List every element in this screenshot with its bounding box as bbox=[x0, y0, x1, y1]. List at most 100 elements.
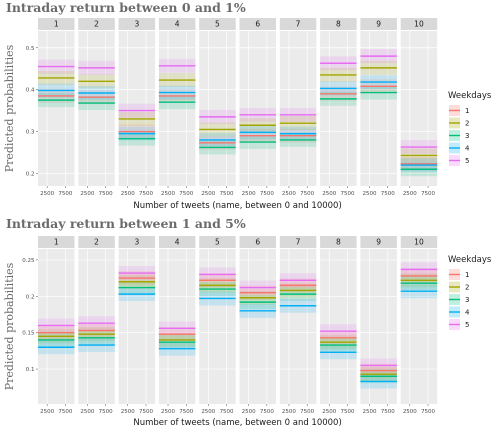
x-tick-label: 7500 bbox=[381, 191, 395, 197]
facet-panel-1: 1 2500 7500 bbox=[38, 18, 75, 197]
legend-bottom: Weekdays 1 2 3 4 5 bbox=[448, 255, 492, 330]
facet-panel-5: 5 2500 7500 bbox=[199, 236, 236, 415]
panel-background bbox=[279, 249, 317, 404]
x-tick-label: 7500 bbox=[300, 191, 314, 197]
x-tick-label: 7500 bbox=[421, 191, 435, 197]
y-tick-label: 0.2 bbox=[26, 171, 35, 177]
facet-label: 9 bbox=[376, 20, 381, 29]
x-tick-label: 7500 bbox=[139, 191, 153, 197]
facet-strip bbox=[199, 18, 236, 30]
facet-strip bbox=[158, 236, 196, 248]
facet-strip bbox=[320, 236, 357, 248]
facet-strip bbox=[279, 236, 317, 248]
facet-strip bbox=[199, 236, 236, 248]
x-tick-label: 2500 bbox=[403, 409, 417, 415]
facet-panel-7: 7 2500 7500 bbox=[279, 18, 317, 197]
x-tick-label: 7500 bbox=[99, 409, 113, 415]
chart-title: Intraday return between 0 and 1% bbox=[6, 0, 246, 15]
y-axis-label: Predicted probabilities bbox=[3, 44, 16, 172]
panel-background bbox=[38, 31, 75, 186]
facet-strip bbox=[78, 236, 115, 248]
facet-strip bbox=[400, 18, 438, 30]
legend-label-2: 2 bbox=[465, 284, 469, 292]
facet-label: 5 bbox=[215, 238, 220, 247]
y-tick-label: 0.1 bbox=[26, 367, 35, 373]
panel-background bbox=[118, 31, 156, 186]
x-tick-label: 2500 bbox=[161, 409, 175, 415]
panel-background bbox=[38, 249, 75, 404]
facet-label: 2 bbox=[94, 238, 99, 247]
x-axis-label: Number of tweets (name, between 0 and 10… bbox=[133, 201, 341, 211]
x-tick-label: 7500 bbox=[340, 409, 354, 415]
x-tick-label: 2500 bbox=[282, 191, 296, 197]
legend-label-4: 4 bbox=[465, 309, 470, 317]
facet-panel-7: 7 2500 7500 bbox=[279, 236, 317, 415]
panel-background bbox=[199, 31, 236, 186]
legend-title: Weekdays bbox=[448, 91, 492, 101]
y-tick-label: 0.2 bbox=[26, 294, 35, 300]
x-tick-label: 7500 bbox=[260, 191, 274, 197]
panel-background bbox=[320, 31, 357, 186]
facet-strip bbox=[360, 236, 397, 248]
facet-label: 10 bbox=[414, 20, 424, 29]
x-tick-label: 2500 bbox=[161, 191, 175, 197]
panel-background bbox=[158, 249, 196, 404]
y-tick-label: 0.4 bbox=[26, 88, 35, 94]
panel-background bbox=[400, 249, 438, 404]
panel-background bbox=[78, 31, 115, 186]
x-tick-label: 7500 bbox=[300, 409, 314, 415]
x-tick-label: 2500 bbox=[363, 409, 377, 415]
panel-background bbox=[320, 249, 357, 404]
facet-panel-1: 1 2500 7500 bbox=[38, 236, 75, 415]
facet-strip bbox=[400, 236, 438, 248]
x-tick-label: 7500 bbox=[260, 409, 274, 415]
panel-background bbox=[400, 31, 438, 186]
panel-background bbox=[158, 31, 196, 186]
legend-label-2: 2 bbox=[465, 120, 469, 128]
facet-panel-6: 6 2500 7500 bbox=[239, 236, 276, 415]
facet-label: 7 bbox=[296, 238, 301, 247]
x-tick-label: 2500 bbox=[403, 191, 417, 197]
facet-panel-9: 9 2500 7500 bbox=[360, 18, 397, 197]
y-tick-label: 0.3 bbox=[26, 130, 35, 136]
facet-label: 1 bbox=[54, 238, 59, 247]
facet-panel-8: 8 2500 7500 bbox=[320, 236, 357, 415]
facet-strip bbox=[38, 18, 75, 30]
legend-label-3: 3 bbox=[465, 132, 469, 140]
facet-strip bbox=[239, 18, 276, 30]
facet-label: 4 bbox=[175, 20, 180, 29]
x-tick-label: 2500 bbox=[40, 191, 54, 197]
panel-background bbox=[279, 31, 317, 186]
y-axis-label: Predicted probabilities bbox=[3, 262, 16, 390]
legend-title: Weekdays bbox=[448, 255, 492, 265]
y-tick-label: 0.5 bbox=[26, 46, 35, 52]
panel-background bbox=[78, 249, 115, 404]
x-tick-label: 2500 bbox=[121, 191, 135, 197]
legend-label-5: 5 bbox=[465, 157, 469, 165]
x-tick-label: 2500 bbox=[322, 191, 336, 197]
facet-strip bbox=[78, 18, 115, 30]
legend-label-5: 5 bbox=[465, 321, 469, 329]
x-tick-label: 2500 bbox=[80, 191, 94, 197]
facet-panel-2: 2 2500 7500 bbox=[78, 18, 115, 197]
facet-label: 6 bbox=[255, 238, 260, 247]
x-tick-label: 7500 bbox=[99, 191, 113, 197]
x-tick-label: 7500 bbox=[58, 191, 72, 197]
x-tick-label: 2500 bbox=[322, 409, 336, 415]
y-tick-label: 0.25 bbox=[22, 258, 35, 264]
facet-label: 3 bbox=[134, 238, 139, 247]
panel-background bbox=[360, 249, 397, 404]
facet-panel-6: 6 2500 7500 bbox=[239, 18, 276, 197]
facet-panel-3: 3 2500 7500 bbox=[118, 236, 156, 415]
facet-label: 7 bbox=[296, 20, 301, 29]
legend-label-4: 4 bbox=[465, 145, 470, 153]
x-tick-label: 2500 bbox=[363, 191, 377, 197]
facet-strip bbox=[38, 236, 75, 248]
x-tick-label: 2500 bbox=[201, 409, 215, 415]
facet-strip bbox=[118, 18, 156, 30]
facet-label: 3 bbox=[134, 20, 139, 29]
x-tick-label: 2500 bbox=[242, 191, 256, 197]
